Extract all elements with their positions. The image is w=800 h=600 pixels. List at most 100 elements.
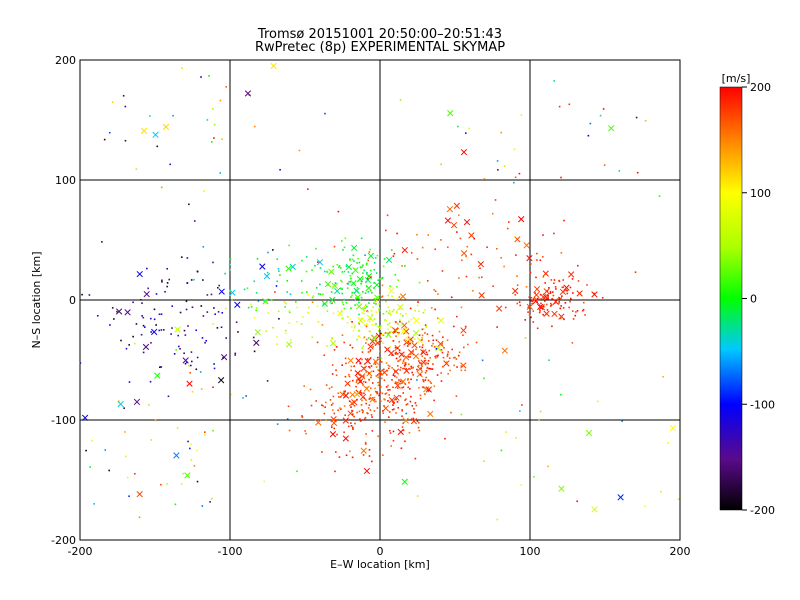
data-point — [516, 284, 519, 287]
data-point — [367, 290, 370, 293]
data-point — [481, 359, 484, 362]
data-point — [174, 503, 177, 506]
data-point — [393, 252, 396, 255]
data-point — [124, 139, 127, 142]
data-point — [550, 279, 553, 281]
data-point — [162, 329, 165, 331]
data-point — [386, 348, 388, 351]
data-point — [376, 359, 379, 361]
data-point-x — [413, 317, 420, 324]
data-point — [539, 259, 542, 262]
data-point — [362, 337, 365, 340]
data-point — [312, 295, 315, 297]
data-point — [530, 296, 533, 299]
data-point — [562, 307, 565, 309]
data-point — [407, 363, 410, 365]
data-point — [166, 282, 169, 284]
data-point — [401, 265, 403, 267]
data-point — [263, 299, 265, 302]
data-point — [183, 329, 186, 332]
data-point-x — [416, 337, 424, 344]
data-point — [344, 237, 347, 240]
data-point — [166, 285, 168, 288]
data-point — [316, 341, 319, 344]
data-point-x — [254, 329, 261, 336]
data-point — [426, 280, 429, 282]
data-point — [296, 320, 298, 323]
data-point — [193, 278, 195, 281]
data-point — [404, 265, 406, 267]
data-point — [568, 103, 571, 106]
data-point — [381, 276, 384, 279]
data-point — [441, 351, 444, 354]
data-point-x — [329, 340, 337, 347]
data-point — [362, 367, 365, 369]
data-point — [464, 132, 467, 134]
data-point — [410, 395, 412, 398]
data-point — [603, 164, 606, 166]
data-point — [351, 294, 353, 297]
data-point — [375, 366, 378, 368]
data-point — [150, 331, 153, 333]
data-point — [333, 427, 336, 430]
data-point — [381, 277, 383, 280]
data-point — [167, 395, 170, 398]
data-point — [404, 365, 406, 367]
data-point-x — [328, 268, 335, 275]
data-point — [378, 326, 381, 329]
data-point — [350, 277, 352, 280]
data-point — [536, 259, 538, 261]
data-point — [430, 382, 432, 384]
data-point — [558, 297, 561, 300]
data-point — [363, 363, 366, 365]
data-point — [450, 411, 452, 414]
data-point — [440, 380, 443, 382]
data-point — [518, 301, 521, 303]
data-point-x — [182, 357, 189, 364]
data-point-x — [401, 322, 408, 329]
data-point — [395, 381, 397, 383]
data-point — [391, 408, 394, 411]
data-point-x — [411, 342, 418, 349]
data-point — [461, 259, 463, 262]
data-point — [367, 360, 369, 363]
data-point — [289, 293, 292, 296]
data-point — [350, 406, 352, 408]
data-point — [419, 394, 422, 397]
data-point — [416, 379, 418, 381]
data-point — [272, 326, 274, 329]
data-point — [414, 402, 417, 404]
data-point — [213, 363, 215, 365]
data-point — [366, 305, 368, 308]
data-point — [380, 357, 382, 360]
data-point — [371, 430, 374, 432]
data-point — [393, 408, 395, 410]
data-point — [401, 415, 403, 418]
data-point — [213, 137, 215, 139]
data-point — [176, 427, 179, 429]
data-point — [352, 330, 355, 332]
data-point-x — [373, 281, 381, 289]
data-point-x — [330, 416, 337, 423]
data-point — [343, 246, 346, 249]
data-point — [405, 398, 407, 401]
data-point-x — [407, 336, 414, 343]
data-point — [368, 274, 370, 277]
data-point — [370, 414, 373, 416]
data-point — [473, 237, 476, 240]
data-point — [497, 169, 499, 171]
data-point — [323, 354, 326, 356]
data-point — [288, 244, 290, 247]
data-point — [377, 330, 380, 332]
data-point — [390, 445, 393, 447]
data-point — [125, 455, 127, 458]
data-point — [547, 465, 549, 468]
data-point — [399, 380, 402, 383]
data-point — [332, 265, 335, 268]
data-point-x — [425, 386, 432, 393]
data-point — [443, 347, 445, 349]
data-point — [531, 300, 534, 302]
data-point — [117, 400, 120, 402]
data-point — [449, 369, 451, 372]
data-point-x — [342, 417, 349, 424]
